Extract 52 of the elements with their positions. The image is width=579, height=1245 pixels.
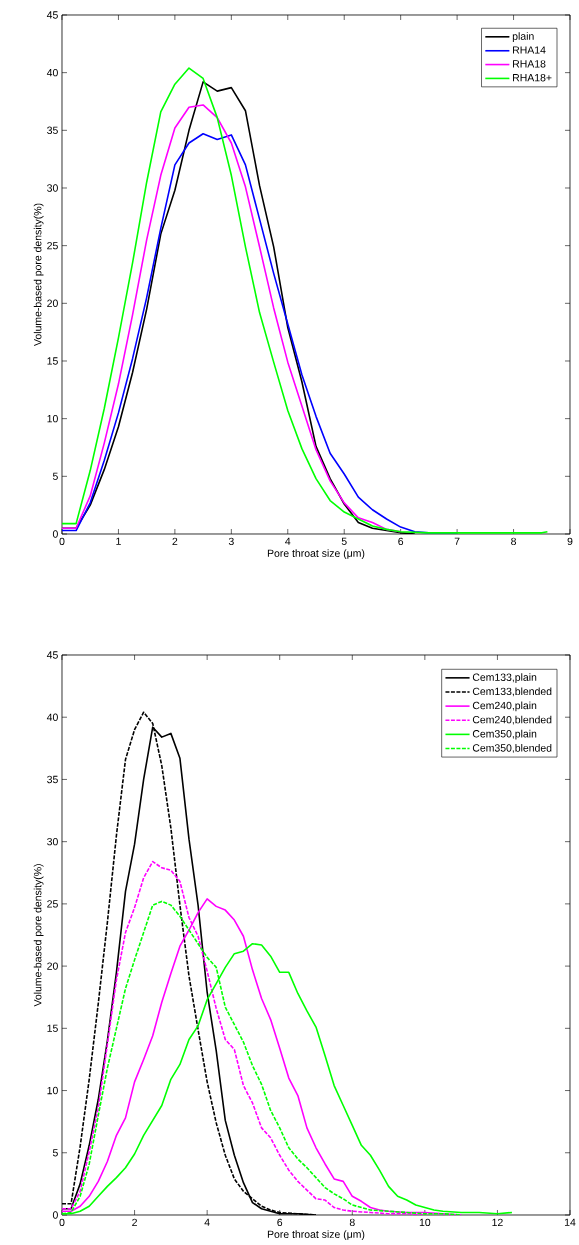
y-tick-label: 30 <box>47 184 58 192</box>
y-tick-label: 45 <box>46 11 58 19</box>
legend-label: RHA14 <box>513 46 546 54</box>
x-tick-label: 6 <box>277 1218 283 1227</box>
legend-label: plain <box>512 32 534 42</box>
x-tick-label: 7 <box>454 537 460 545</box>
y-tick-label: 10 <box>47 414 58 423</box>
legend-label: Cem133,blended <box>472 687 552 697</box>
y-tick-label: 30 <box>47 837 58 846</box>
legend-label: RHA18 <box>513 60 546 68</box>
x-tick-label: 3 <box>228 537 234 546</box>
x-tick-label: 10 <box>419 1218 431 1227</box>
y-tick-label: 35 <box>47 126 58 135</box>
y-tick-label: 20 <box>47 962 58 970</box>
y-tick-label: 15 <box>47 357 58 365</box>
x-tick-label: 6 <box>398 537 404 546</box>
y-tick-label: 10 <box>47 1086 58 1095</box>
y-tick-label: 0 <box>52 1211 58 1219</box>
y-tick-label: 5 <box>52 1149 58 1157</box>
x-tick-label: 8 <box>511 537 517 546</box>
y-tick-label: 25 <box>47 900 58 908</box>
y-tick-label: 20 <box>47 299 58 308</box>
x-tick-label: 2 <box>132 1218 137 1226</box>
legend-label: RHA18+ <box>513 73 552 82</box>
y-tick-label: 45 <box>46 651 58 659</box>
legend-label: Cem133,plain <box>472 673 537 684</box>
x-tick-label: 14 <box>564 1218 576 1226</box>
x-tick-label: 5 <box>341 537 347 545</box>
x-tick-label: 9 <box>567 537 573 546</box>
x-tick-label: 4 <box>204 1218 210 1226</box>
x-axis-title: Pore throat size (μm) <box>267 1230 365 1241</box>
y-tick-label: 40 <box>46 713 58 721</box>
x-tick-label: 0 <box>59 1218 65 1227</box>
legend-label: Cem350,blended <box>472 743 552 753</box>
y-axis-title: Volume-based pore density(%) <box>33 864 44 1007</box>
y-tick-label: 5 <box>52 472 58 480</box>
y-tick-label: 40 <box>46 68 58 77</box>
x-tick-label: 2 <box>172 537 178 545</box>
legend-label: Cem240,blended <box>472 715 552 725</box>
y-tick-label: 35 <box>47 775 58 784</box>
legend-label: Cem240,plain <box>472 701 537 712</box>
y-tick-label: 0 <box>52 530 58 538</box>
x-axis-title: Pore throat size (μm) <box>267 549 365 559</box>
x-tick-label: 12 <box>492 1218 503 1226</box>
x-tick-label: 4 <box>285 537 291 545</box>
x-tick-label: 0 <box>59 537 65 546</box>
x-tick-label: 8 <box>349 1218 355 1227</box>
legend-label: Cem350,plain <box>472 729 537 740</box>
y-tick-label: 15 <box>47 1024 58 1032</box>
y-axis-title: Volume-based pore density(%) <box>33 203 44 346</box>
y-tick-label: 25 <box>47 241 58 250</box>
x-tick-label: 1 <box>116 537 121 545</box>
